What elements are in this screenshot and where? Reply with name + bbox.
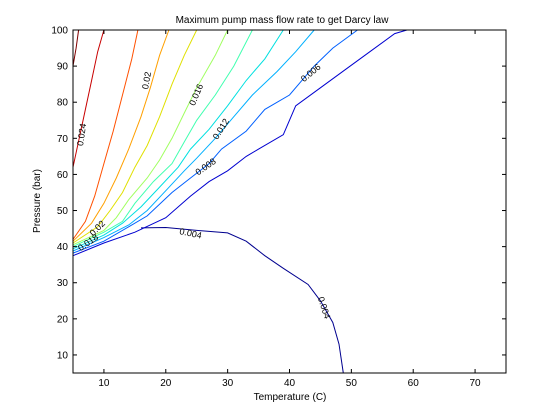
x-axis: 10 20 30 40 50 60 70: [98, 30, 481, 389]
contour-line-0-014: [72, 29, 253, 248]
x-tick-label: 70: [470, 378, 482, 389]
x-tick-label: 30: [222, 378, 234, 389]
x-tick-label: 40: [284, 378, 296, 389]
x-axis-label: Temperature (C): [254, 392, 327, 403]
x-tick-label: 20: [160, 378, 172, 389]
y-tick-label: 30: [57, 278, 69, 289]
y-tick-label: 40: [57, 242, 69, 253]
contour-label: 0.024: [75, 123, 88, 147]
y-tick-label: 100: [51, 26, 68, 37]
contour-label: 0.02: [140, 71, 153, 90]
contour-line-0-012: [72, 29, 284, 250]
contour-label: 0.004: [179, 226, 203, 240]
x-tick-label: 50: [346, 378, 358, 389]
contour-line-0-022: [72, 29, 139, 240]
contour-line-0-018: [72, 29, 198, 244]
y-tick-label: 90: [57, 62, 69, 73]
y-tick-label: 50: [57, 206, 69, 217]
x-tick-label: 60: [408, 378, 420, 389]
y-tick-label: 80: [57, 98, 69, 109]
y-tick-label: 70: [57, 134, 69, 145]
contour-line-0-026: [72, 29, 80, 67]
y-tick-label: 60: [57, 170, 69, 181]
chart-title: Maximum pump mass flow rate to get Darcy…: [176, 15, 390, 26]
plot-area: 0.0040.0040.0060.0080.0120.0160.020.0240…: [51, 26, 507, 389]
contour-line-0-004: [140, 226, 344, 374]
axes-background: [73, 30, 506, 373]
contour-line-0-016: [72, 29, 229, 246]
contour-line-0-006: [72, 29, 408, 257]
y-tick-label: 10: [57, 350, 69, 361]
y-axis-label: Pressure (bar): [32, 169, 43, 233]
contour-line-0-008: [72, 29, 358, 254]
y-tick-label: 20: [57, 314, 69, 325]
contour-lines: [72, 29, 408, 374]
contour-line-0-024: [72, 29, 105, 168]
contour-line-0-02: [72, 29, 170, 242]
contour-line-0-01: [72, 29, 315, 252]
x-tick-label: 10: [98, 378, 110, 389]
y-axis: 10 20 30 40 50 60 70 80 90 100: [51, 26, 506, 361]
